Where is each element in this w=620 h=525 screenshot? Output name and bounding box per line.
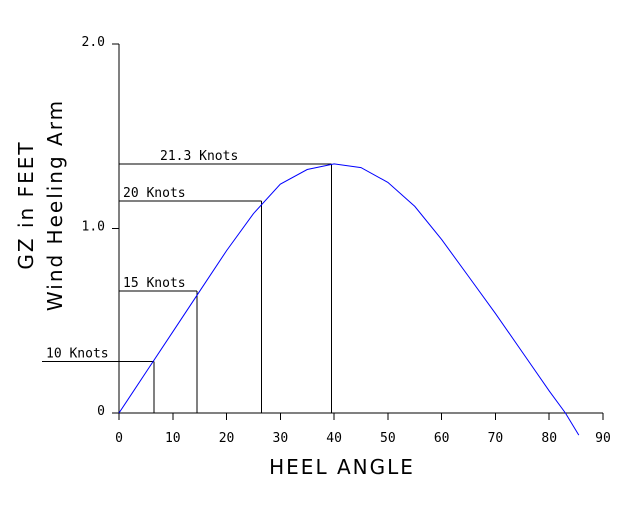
x-axis-title: HEEL ANGLE [269,455,415,479]
y-axis-title-line-1: GZ in FEET [14,140,38,269]
x-tick-label: 70 [488,431,504,446]
x-tick-label: 40 [326,431,342,446]
wind-speed-label: 20 Knots [123,186,186,201]
x-tick-label: 90 [595,431,611,446]
x-tick-label: 10 [165,431,181,446]
x-tick-label: 20 [219,431,235,446]
x-tick-label: 0 [115,431,123,446]
wind-speed-label: 15 Knots [123,276,186,291]
y-tick-label: 1.0 [82,220,105,235]
y-tick-label: 2.0 [82,35,105,50]
x-tick-label: 60 [434,431,450,446]
y-axis-title-line-2: Wind Heeling Arm [43,99,67,311]
y-axis-title: GZ in FEET Wind Heeling Arm [14,99,67,311]
wind-heeling-lines: 10 Knots 15 Knots 20 Knots 21.3 Knots [42,149,331,413]
x-tick-label: 30 [273,431,289,446]
wind-speed-label: 21.3 Knots [160,149,238,164]
x-tick-label: 80 [541,431,557,446]
gz-curve-line [119,164,579,435]
y-tick-label: 0 [97,404,105,419]
gz-curve-group [119,164,579,435]
wind-speed-label: 10 Knots [46,346,109,361]
axes [119,44,603,413]
x-tick-label: 50 [380,431,396,446]
ticks: 0 10 20 30 40 50 60 70 80 90 0 1.0 2.0 [82,35,611,446]
